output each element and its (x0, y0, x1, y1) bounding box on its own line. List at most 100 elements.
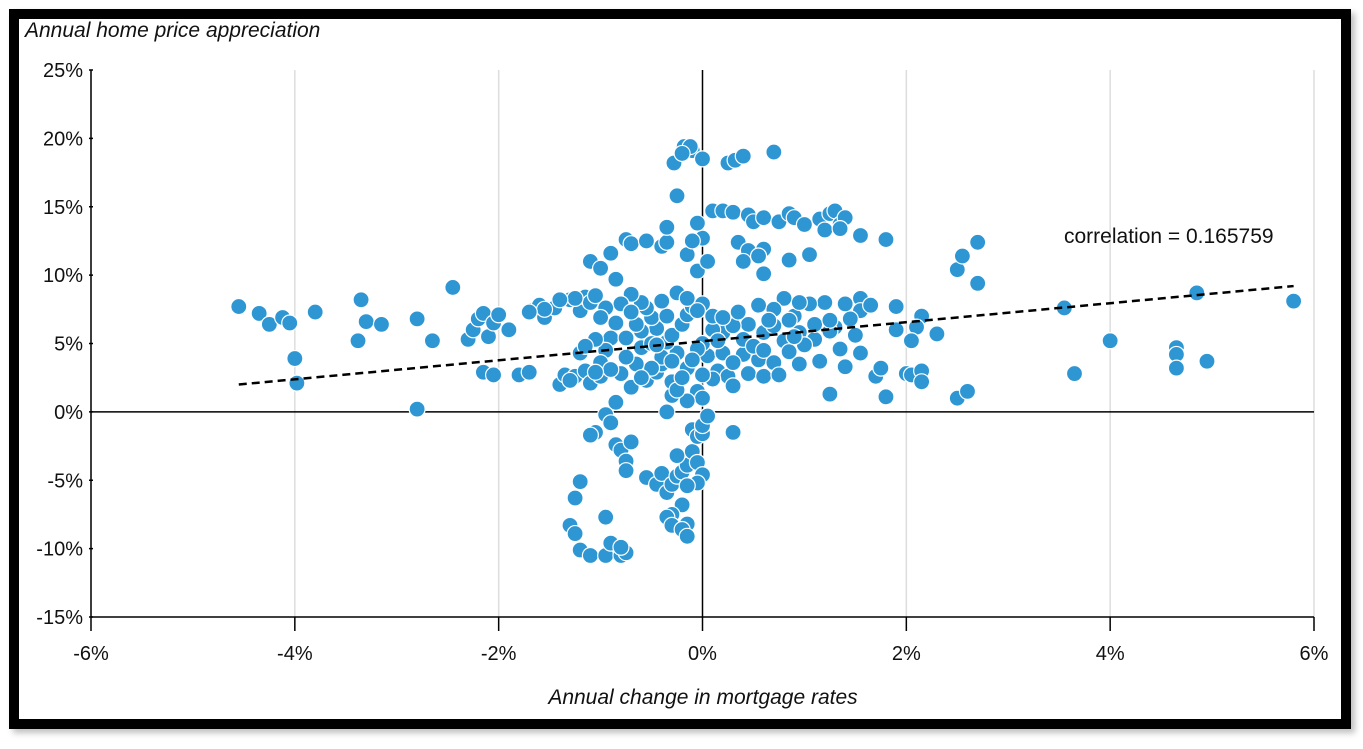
data-point (250, 304, 268, 323)
data-point (408, 400, 426, 418)
scatter-chart: -15% -10% -5% 0% 5% 10% 15% 20% 25% -6% -4% -2% 0% 2%… (23, 19, 1329, 709)
data-point (683, 351, 701, 369)
axis-labels: -15% -10% -5% 0% 5% 10% 15% 20% 25% -6% -4% -2% 0% 2%… (36, 60, 1328, 665)
y-tick-label: 10% (43, 265, 83, 287)
data-point (821, 385, 839, 403)
data-point (969, 274, 987, 292)
data-point (958, 382, 977, 400)
data-point (969, 233, 987, 251)
data-point (612, 538, 630, 556)
data-point (622, 303, 640, 321)
x-axis-title: Annual change in mortgage rates (546, 686, 858, 709)
data-point (444, 278, 462, 297)
data-point (607, 314, 625, 332)
data-point (357, 313, 375, 331)
data-point (724, 377, 742, 395)
data-point (755, 265, 773, 283)
data-point (607, 270, 625, 288)
data-point (586, 287, 605, 305)
chart-frame: -15% -10% -5% 0% 5% 10% 15% 20% 25% -6% -4% -2% 0% 2%… (9, 9, 1351, 729)
data-point (734, 147, 752, 165)
correlation-annotation: correlation = 0.165759 (1064, 225, 1274, 248)
data-point (749, 247, 768, 265)
data-point (734, 252, 752, 271)
data-point (658, 403, 676, 421)
data-point (678, 289, 696, 307)
y-tick-label: 15% (43, 197, 83, 219)
y-tick-label: -15% (36, 607, 83, 629)
data-point (576, 337, 594, 355)
data-point (851, 226, 870, 245)
data-point (288, 374, 306, 392)
data-point (811, 352, 829, 370)
data-point (780, 251, 798, 269)
data-point (831, 340, 849, 358)
data-point (352, 291, 370, 309)
data-point (739, 364, 757, 383)
data-point (607, 393, 625, 411)
data-point (423, 332, 442, 350)
data-point (602, 360, 620, 379)
y-tick-label: -5% (47, 470, 83, 492)
data-point (535, 300, 554, 318)
data-point (1065, 364, 1084, 383)
data-point (349, 332, 367, 350)
data-point (693, 389, 712, 407)
data-point (306, 303, 324, 321)
data-point (566, 524, 584, 543)
data-point (800, 246, 819, 264)
data-point (795, 215, 814, 234)
data-point (724, 423, 742, 441)
data-points (230, 137, 1303, 565)
data-point (765, 143, 783, 161)
data-point (755, 367, 773, 385)
data-point (1188, 284, 1206, 302)
data-point (902, 332, 921, 350)
data-point (770, 366, 788, 384)
trendline (238, 284, 1294, 386)
data-point (673, 369, 691, 387)
data-point (581, 426, 599, 444)
data-point (602, 244, 620, 262)
data-point (622, 235, 640, 253)
data-point (581, 546, 599, 565)
data-point (862, 296, 880, 314)
data-point (790, 355, 808, 373)
data-point (678, 477, 696, 495)
data-point (490, 306, 508, 324)
data-point (816, 221, 834, 239)
data-point (872, 359, 890, 377)
data-point (780, 311, 798, 329)
data-point (561, 371, 579, 390)
data-point (1167, 359, 1186, 377)
data-point (372, 315, 391, 333)
data-point (877, 388, 895, 406)
x-tick-label: 2% (892, 643, 921, 665)
data-point (816, 293, 834, 312)
data-point (887, 321, 905, 339)
data-point (698, 407, 717, 425)
trendline-group (238, 284, 1294, 386)
x-tick-label: -2% (481, 643, 517, 665)
data-point (683, 232, 701, 250)
data-point (928, 325, 946, 343)
data-point (678, 392, 696, 410)
data-point (566, 489, 584, 507)
data-point (408, 310, 426, 328)
data-point (551, 291, 569, 309)
data-point (520, 363, 538, 381)
data-point (658, 307, 676, 325)
data-point (658, 233, 676, 251)
data-point (851, 344, 870, 362)
data-point (658, 218, 676, 236)
data-point (260, 315, 278, 333)
data-point (484, 366, 503, 384)
data-point (500, 321, 518, 339)
data-point (1285, 292, 1303, 310)
data-point (724, 203, 742, 221)
data-point (760, 311, 778, 329)
data-point (622, 433, 640, 451)
data-point (586, 363, 605, 381)
data-point (632, 369, 650, 387)
data-point (602, 414, 620, 432)
